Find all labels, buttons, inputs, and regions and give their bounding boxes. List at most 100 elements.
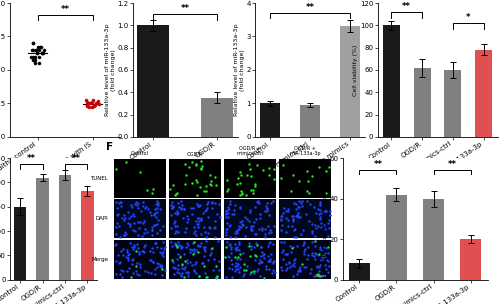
Point — [308, 229, 316, 234]
Point — [290, 261, 298, 266]
Point — [246, 254, 254, 259]
Point — [226, 234, 234, 239]
Point — [173, 245, 181, 250]
Point — [300, 240, 308, 244]
Point — [324, 226, 332, 231]
Point — [231, 264, 239, 268]
Point — [152, 199, 160, 203]
Point — [236, 205, 244, 210]
Point — [180, 266, 188, 271]
Point — [124, 256, 132, 261]
Point — [139, 249, 147, 254]
Point — [124, 257, 132, 262]
Point — [126, 224, 134, 229]
Point — [250, 245, 258, 250]
Point — [300, 252, 308, 257]
Point — [32, 51, 40, 56]
Point — [206, 253, 214, 258]
Point — [242, 217, 250, 222]
Point — [241, 215, 249, 219]
Point — [299, 243, 307, 248]
Point — [258, 250, 266, 255]
Point — [116, 261, 124, 266]
Point — [289, 244, 297, 249]
Point — [270, 269, 278, 274]
Point — [246, 174, 254, 178]
Point — [303, 199, 311, 203]
Point — [180, 275, 188, 280]
Point — [320, 209, 328, 213]
Point — [193, 221, 201, 226]
Point — [240, 271, 248, 276]
Point — [134, 273, 142, 278]
Point — [208, 201, 216, 206]
Point — [294, 214, 302, 219]
Point — [314, 271, 322, 276]
Point — [312, 226, 320, 231]
Point — [94, 102, 102, 106]
Point — [286, 244, 294, 248]
Point — [202, 248, 209, 253]
Point — [152, 207, 160, 212]
Point — [304, 191, 312, 196]
Point — [176, 206, 184, 211]
Point — [289, 274, 297, 279]
Point — [226, 254, 234, 259]
Point — [118, 253, 126, 257]
Point — [269, 199, 277, 204]
Point — [200, 189, 207, 194]
Point — [258, 226, 266, 230]
Point — [133, 271, 141, 276]
Point — [234, 247, 242, 252]
Point — [308, 230, 316, 235]
Point — [157, 246, 165, 251]
Point — [314, 252, 322, 257]
Point — [222, 220, 230, 225]
Point — [84, 104, 92, 109]
Point — [176, 204, 184, 209]
Point — [194, 216, 202, 220]
Point — [260, 275, 268, 280]
Point — [241, 233, 249, 238]
Bar — [168, 159, 222, 198]
Point — [211, 234, 219, 239]
Point — [249, 224, 257, 229]
Point — [208, 199, 216, 204]
Point — [250, 253, 258, 258]
Point — [192, 163, 200, 168]
Point — [226, 247, 234, 252]
Point — [256, 273, 264, 278]
Point — [124, 220, 132, 225]
Point — [174, 191, 182, 195]
Point — [202, 201, 210, 206]
Point — [216, 268, 224, 273]
Point — [290, 201, 298, 206]
Point — [180, 207, 188, 212]
Point — [277, 213, 285, 218]
Point — [316, 217, 324, 222]
Point — [252, 241, 260, 246]
Point — [168, 199, 176, 204]
Point — [266, 259, 274, 264]
Point — [224, 215, 232, 219]
Point — [231, 241, 239, 246]
Point — [231, 230, 239, 235]
Point — [324, 234, 332, 239]
Point — [269, 268, 277, 273]
Point — [174, 239, 182, 244]
Point — [194, 216, 202, 221]
Point — [294, 205, 302, 209]
Point — [129, 270, 137, 275]
Point — [90, 102, 98, 107]
Point — [198, 164, 206, 169]
Point — [226, 199, 234, 203]
Point — [199, 261, 207, 266]
Point — [206, 226, 214, 231]
Point — [222, 215, 230, 219]
Point — [236, 252, 244, 257]
Point — [232, 229, 240, 234]
Point — [289, 217, 297, 222]
Point — [230, 208, 238, 213]
Point — [192, 219, 200, 223]
Point — [208, 267, 216, 272]
